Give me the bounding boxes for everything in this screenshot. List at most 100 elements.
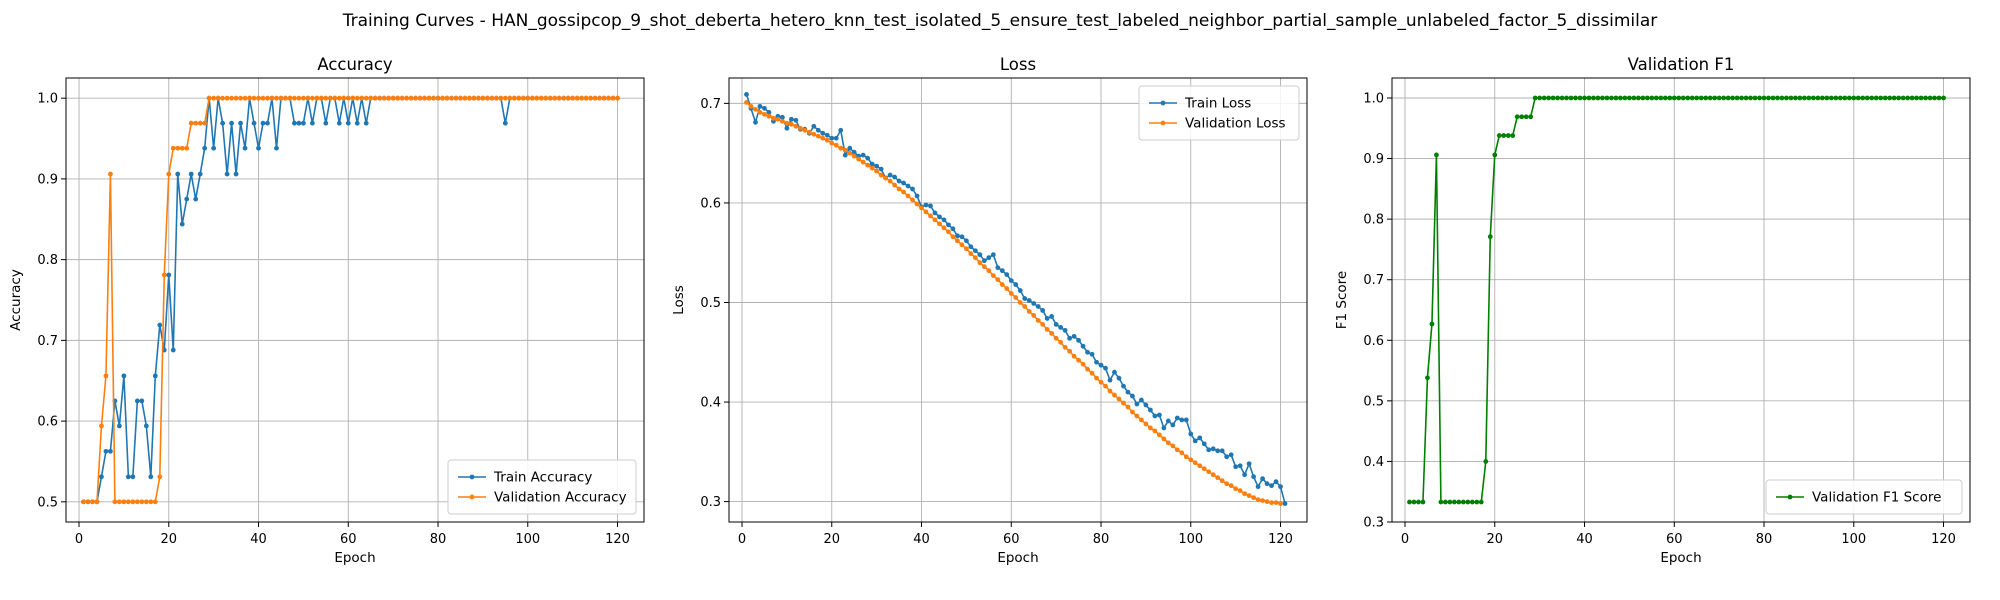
data-point [1568, 95, 1574, 101]
data-point [1053, 335, 1059, 341]
data-point [422, 95, 427, 101]
data-point [1644, 95, 1650, 101]
data-point [125, 474, 131, 480]
data-point [1260, 498, 1265, 503]
data-point [359, 95, 365, 101]
data-point [1192, 438, 1198, 444]
loss-chart: 0 20 40 60 80 100 120 0.3 0.4 0.5 0.6 0.7 Loss Epoc… [671, 55, 1308, 566]
x-axis-label: Epoch [1660, 550, 1701, 566]
data-point [1031, 313, 1037, 318]
data-point [314, 95, 320, 101]
data-point [968, 244, 974, 250]
data-point [341, 95, 347, 101]
data-point [833, 135, 839, 141]
data-point [1802, 95, 1807, 101]
data-point [386, 95, 392, 101]
data-point [1923, 95, 1928, 101]
data-point [1443, 499, 1448, 505]
data-point [381, 95, 387, 101]
x-axis-label: Epoch [334, 550, 375, 566]
data-point [1246, 493, 1252, 499]
data-point [292, 120, 297, 126]
data-point [211, 95, 217, 101]
legend-entry: Train Loss [1149, 96, 1251, 112]
data-point [1505, 133, 1511, 138]
data-point [1860, 95, 1866, 101]
data-point [1694, 95, 1700, 101]
data-point [1855, 95, 1861, 101]
data-point [615, 95, 620, 101]
data-point [1116, 396, 1122, 402]
data-point [520, 95, 526, 101]
data-point [1532, 95, 1538, 101]
data-point [238, 95, 243, 101]
data-point [1062, 344, 1068, 350]
data-point [1837, 95, 1843, 101]
data-point [139, 499, 145, 505]
data-point [161, 272, 167, 278]
data-point [579, 95, 585, 101]
legend-entry: Train Accuracy [458, 470, 592, 486]
data-point [1887, 95, 1893, 101]
x-tick-label: 80 [430, 532, 447, 547]
data-point [869, 165, 875, 171]
data-point [134, 499, 140, 505]
data-point [820, 135, 826, 141]
x-tick-label: 100 [1178, 532, 1203, 547]
data-point [771, 115, 776, 121]
data-point [260, 120, 266, 126]
data-point [860, 152, 866, 158]
data-point [525, 95, 531, 101]
data-point [224, 95, 230, 101]
x-tick-label: 60 [1666, 532, 1683, 547]
data-point [1251, 495, 1256, 501]
data-point [458, 95, 463, 101]
data-point [179, 145, 185, 151]
data-point [85, 499, 91, 505]
data-point [516, 95, 522, 101]
series-line [83, 97, 618, 503]
data-point [1206, 447, 1212, 453]
data-point [108, 448, 113, 454]
x-tick-label: 100 [1841, 532, 1866, 547]
data-point [1044, 326, 1050, 332]
data-point [1264, 499, 1270, 504]
data-point [815, 127, 821, 133]
x-tick-label: 0 [738, 532, 746, 547]
data-point [1447, 499, 1453, 505]
data-point [610, 95, 616, 101]
data-point [1201, 441, 1207, 447]
legend-label: Train Loss [1184, 96, 1251, 112]
data-point [471, 95, 477, 101]
data-point [1210, 446, 1216, 452]
data-point [345, 95, 351, 101]
data-point [1260, 476, 1265, 482]
data-point [193, 120, 199, 126]
data-point [480, 95, 486, 101]
data-point [1040, 308, 1046, 313]
data-point [1559, 95, 1565, 101]
data-point [238, 120, 243, 126]
data-point [1022, 296, 1028, 301]
data-point [1246, 461, 1252, 467]
data-point [963, 238, 969, 244]
data-point [1743, 95, 1749, 101]
data-point [941, 225, 947, 231]
data-point [1161, 436, 1167, 442]
data-point [1152, 413, 1158, 419]
data-point [1089, 370, 1095, 376]
data-point [995, 277, 1001, 282]
data-point [1174, 447, 1180, 453]
data-point [206, 95, 212, 101]
data-point [90, 499, 95, 505]
data-point [166, 171, 172, 177]
data-point [197, 171, 203, 177]
data-point [1130, 393, 1135, 399]
data-point [354, 120, 360, 126]
data-point [1188, 457, 1194, 463]
data-point [784, 125, 790, 131]
data-point [1564, 95, 1569, 101]
data-point [148, 474, 154, 480]
data-point [399, 95, 405, 101]
